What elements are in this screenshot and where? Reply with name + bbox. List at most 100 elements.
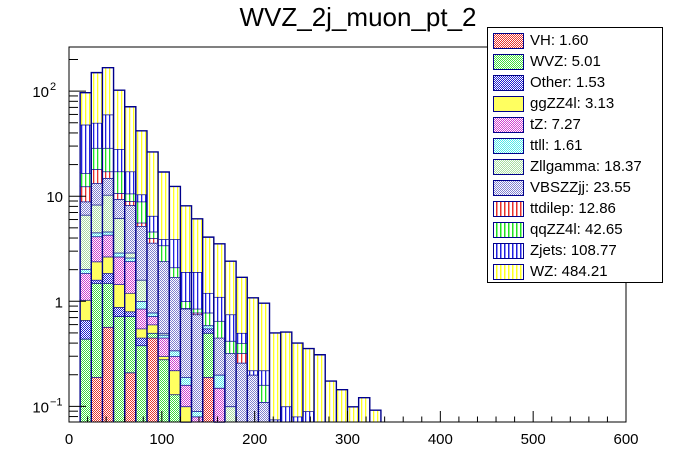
bar-Zjets-bin-18 — [280, 406, 292, 422]
bar-ttll-bin-1 — [91, 232, 103, 237]
bar-WZ-bin-24 — [347, 406, 359, 422]
bar-Zjets-bin-4 — [124, 171, 136, 194]
legend-swatch — [493, 158, 524, 175]
legend-entry-VH: VH: 1.60 — [488, 30, 588, 51]
bar-Zllgamma-bin-3 — [113, 218, 125, 253]
bar-Zjets-bin-2 — [102, 114, 114, 148]
bar-WZ-bin-2 — [102, 67, 114, 115]
bar-ttdilep-bin-1 — [91, 169, 103, 184]
bar-WVZ-bin-11 — [202, 332, 214, 378]
bar-qqZZ4l-bin-5 — [135, 201, 147, 223]
bar-VBSZZjj-bin-14 — [236, 362, 248, 422]
bar-WVZ-bin-1 — [91, 283, 103, 378]
bar-VBSZZjj-bin-4 — [124, 205, 136, 253]
bar-Zjets-bin-3 — [113, 149, 125, 172]
bar-ggZZ4l-bin-2 — [102, 256, 114, 274]
bar-Zllgamma-bin-4 — [124, 252, 136, 258]
x-tick-label: 100 — [149, 431, 174, 448]
legend-entry-qqZZ4l: qqZZ4l: 42.65 — [488, 219, 623, 240]
bar-qqZZ4l-bin-9 — [180, 301, 192, 309]
legend-label: Zllgamma: 18.37 — [530, 158, 642, 175]
bar-ggZZ4l-bin-0 — [80, 299, 92, 321]
bar-qqZZ4l-bin-1 — [91, 147, 103, 170]
bar-qqZZ4l-bin-8 — [169, 267, 181, 278]
bar-VBSZZjj-bin-12 — [213, 337, 225, 375]
bar-qqZZ4l-bin-3 — [113, 171, 125, 194]
bar-ttdilep-bin-10 — [191, 312, 203, 315]
legend-entry-ttll: ttll: 1.61 — [488, 135, 583, 156]
bar-WZ-bin-8 — [169, 186, 181, 240]
bar-ttll-bin-10 — [191, 411, 203, 417]
bar-Other-bin-2 — [102, 273, 114, 284]
bar-WVZ-bin-2 — [102, 283, 114, 327]
bar-ggZZ4l-bin-1 — [91, 261, 103, 280]
legend-entry-WVZ: WVZ: 5.01 — [488, 51, 601, 72]
outline-WZ — [79, 67, 382, 422]
legend-entry-ggZZ4l: ggZZ4l: 3.13 — [488, 93, 614, 114]
stacked-bars — [79, 67, 382, 423]
legend-swatch — [493, 179, 524, 196]
bar-tZ-bin-3 — [113, 256, 125, 285]
bar-WZ-bin-18 — [280, 332, 292, 407]
bar-WZ-bin-12 — [213, 243, 225, 297]
bar-ttll-bin-7 — [158, 334, 170, 338]
bar-ggZZ4l-bin-8 — [169, 370, 181, 395]
bar-WZ-bin-26 — [369, 410, 381, 422]
x-tick-label: 0 — [65, 431, 73, 448]
bar-WZ-bin-13 — [224, 261, 237, 315]
legend-swatch — [493, 200, 524, 217]
bar-Zllgamma-bin-5 — [135, 279, 147, 302]
bar-VH-bin-4 — [124, 372, 136, 422]
legend-entry-Zllgamma: Zllgamma: 18.37 — [488, 156, 642, 177]
bar-Zllgamma-bin-0 — [80, 214, 92, 270]
bar-qqZZ4l-bin-16 — [258, 384, 270, 403]
bar-WZ-bin-17 — [269, 332, 281, 420]
bar-Zjets-bin-10 — [191, 271, 203, 309]
bar-ttll-bin-8 — [169, 350, 181, 357]
bar-WZ-bin-4 — [124, 106, 136, 172]
y-tick-exponent: 2 — [50, 81, 56, 93]
legend-swatch — [493, 116, 524, 133]
legend-label: qqZZ4l: 42.65 — [530, 221, 623, 238]
bar-ttdilep-bin-0 — [80, 186, 92, 202]
bar-VH-bin-1 — [91, 377, 103, 422]
bar-ttll-bin-3 — [113, 252, 125, 257]
bar-tZ-bin-6 — [146, 316, 159, 325]
legend-entry-tZ: tZ: 7.27 — [488, 114, 581, 135]
bar-Zjets-bin-1 — [91, 122, 103, 148]
bar-Zllgamma-bin-13 — [224, 406, 237, 422]
bar-qqZZ4l-bin-6 — [146, 231, 159, 239]
bar-qqZZ4l-bin-4 — [124, 193, 136, 202]
legend-swatch — [493, 242, 524, 259]
y-tick-label: 1 — [55, 294, 63, 311]
bar-Zjets-bin-5 — [135, 194, 147, 202]
bar-WZ-bin-0 — [80, 92, 92, 125]
bar-WVZ-bin-8 — [169, 394, 181, 422]
bar-ttll-bin-6 — [146, 312, 159, 317]
y-tick-label: 10 — [32, 399, 49, 416]
bar-tZ-bin-5 — [135, 308, 147, 329]
bar-Zjets-bin-20 — [302, 411, 315, 422]
bar-Other-bin-0 — [80, 320, 92, 339]
bar-WZ-bin-3 — [113, 90, 125, 150]
legend-label: Other: 1.53 — [530, 74, 606, 91]
legend-entry-VBSZZjj: VBSZZjj: 23.55 — [488, 177, 631, 198]
bar-qqZZ4l-bin-2 — [102, 147, 114, 172]
bar-VBSZZjj-bin-10 — [191, 314, 203, 412]
bar-ggZZ4l-bin-6 — [146, 324, 159, 333]
series-Zjets — [79, 113, 315, 422]
bar-VH-bin-6 — [146, 337, 159, 422]
series-WZ — [79, 67, 382, 422]
bar-Zjets-bin-15 — [247, 370, 259, 375]
bar-ggZZ4l-bin-3 — [113, 284, 125, 308]
bar-WZ-bin-22 — [325, 381, 337, 422]
legend-entry-WZ: WZ: 484.21 — [488, 261, 608, 282]
bar-VBSZZjj-bin-15 — [247, 374, 259, 422]
bar-qqZZ4l-bin-11 — [202, 312, 214, 326]
legend-label: ttdilep: 12.86 — [530, 200, 616, 217]
legend-swatch — [493, 95, 524, 112]
series-ttdilep — [79, 168, 248, 363]
legend-entry-ttdilep: ttdilep: 12.86 — [488, 198, 616, 219]
